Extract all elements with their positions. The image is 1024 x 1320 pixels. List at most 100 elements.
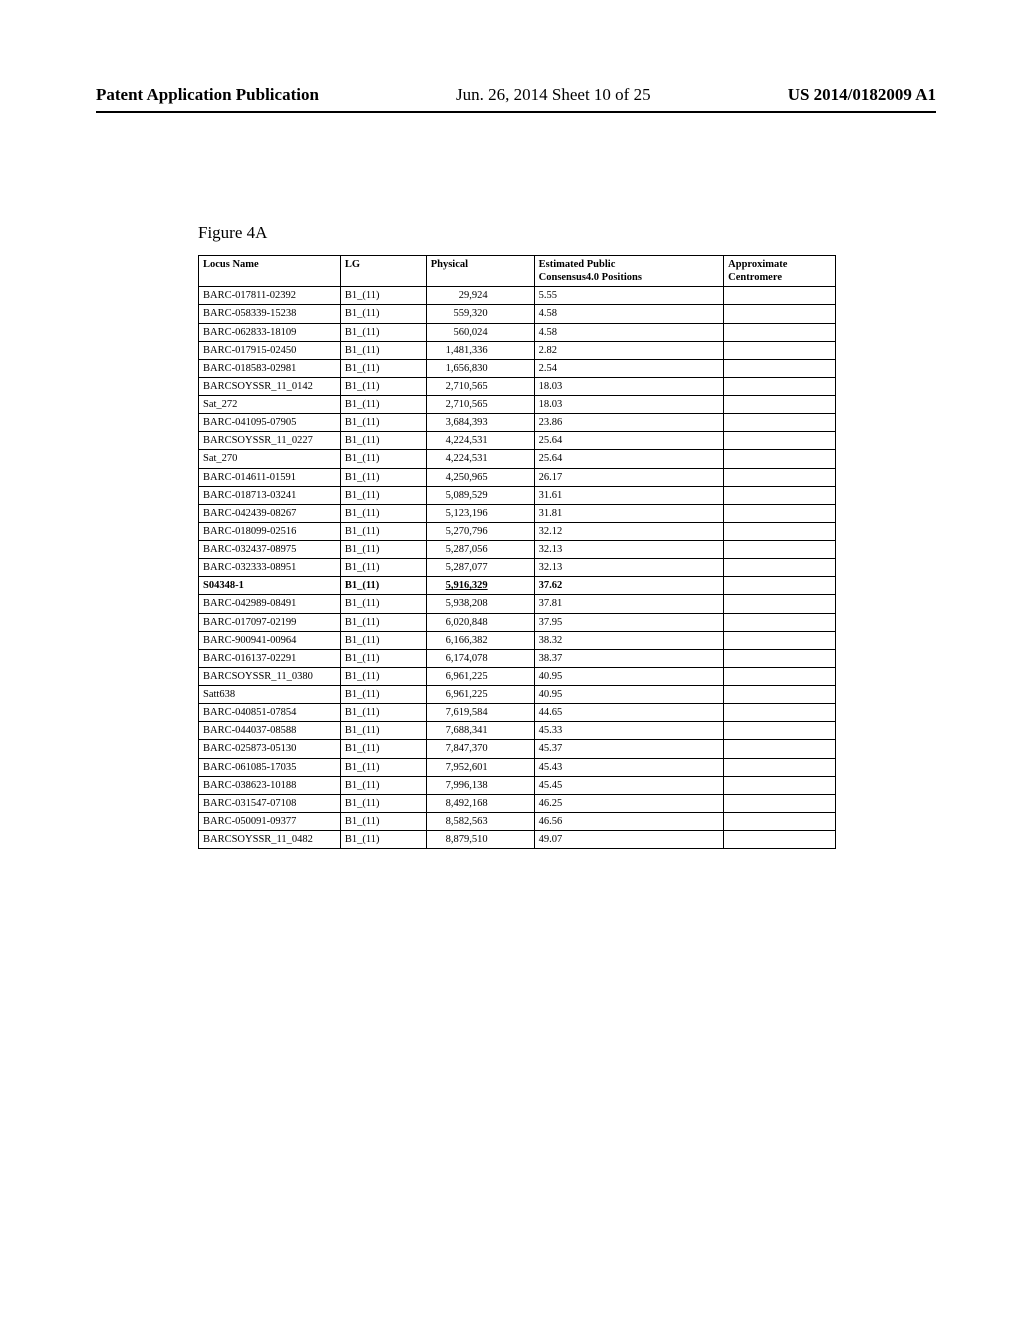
cell-physical: 5,089,529 (426, 486, 534, 504)
cell-locus: BARC-042439-08267 (199, 504, 341, 522)
cell-locus: BARC-032333-08951 (199, 559, 341, 577)
col-positions-l2: Consensus4.0 Positions (539, 271, 720, 284)
table-row: BARC-018583-02981B1_(11)1,656,8302.54 (199, 359, 836, 377)
cell-locus: BARC-041095-07905 (199, 414, 341, 432)
cell-locus: BARC-050091-09377 (199, 812, 341, 830)
header-mid: Jun. 26, 2014 Sheet 10 of 25 (456, 85, 651, 105)
cell-positions: 38.32 (534, 631, 724, 649)
cell-centromere (724, 686, 836, 704)
cell-physical: 7,688,341 (426, 722, 534, 740)
cell-positions: 32.12 (534, 522, 724, 540)
cell-locus: BARC-018713-03241 (199, 486, 341, 504)
cell-physical: 1,656,830 (426, 359, 534, 377)
cell-positions: 37.62 (534, 577, 724, 595)
table-row: BARC-042439-08267B1_(11)5,123,19631.81 (199, 504, 836, 522)
cell-physical: 5,938,208 (426, 595, 534, 613)
col-centromere: Approximate Centromere (724, 256, 836, 287)
cell-centromere (724, 812, 836, 830)
cell-lg: B1_(11) (340, 776, 426, 794)
cell-lg: B1_(11) (340, 831, 426, 849)
table-row: BARC-017915-02450B1_(11)1,481,3362.82 (199, 341, 836, 359)
cell-positions: 37.81 (534, 595, 724, 613)
cell-lg: B1_(11) (340, 722, 426, 740)
cell-positions: 45.33 (534, 722, 724, 740)
header-right: US 2014/0182009 A1 (788, 85, 936, 105)
cell-centromere (724, 541, 836, 559)
cell-centromere (724, 631, 836, 649)
cell-lg: B1_(11) (340, 541, 426, 559)
cell-physical: 6,961,225 (426, 667, 534, 685)
cell-lg: B1_(11) (340, 287, 426, 305)
cell-lg: B1_(11) (340, 414, 426, 432)
cell-physical: 8,582,563 (426, 812, 534, 830)
cell-locus: BARCSOYSSR_11_0142 (199, 377, 341, 395)
cell-locus: S04348-1 (199, 577, 341, 595)
table-row: BARC-017097-02199B1_(11)6,020,84837.95 (199, 613, 836, 631)
table-row: S04348-1B1_(11)5,916,32937.62 (199, 577, 836, 595)
cell-centromere (724, 613, 836, 631)
cell-lg: B1_(11) (340, 740, 426, 758)
cell-positions: 38.37 (534, 649, 724, 667)
cell-physical: 1,481,336 (426, 341, 534, 359)
table-row: BARCSOYSSR_11_0482B1_(11)8,879,51049.07 (199, 831, 836, 849)
table-row: BARCSOYSSR_11_0227B1_(11)4,224,53125.64 (199, 432, 836, 450)
cell-lg: B1_(11) (340, 468, 426, 486)
cell-physical: 5,287,077 (426, 559, 534, 577)
cell-lg: B1_(11) (340, 559, 426, 577)
table-row: Satt638B1_(11)6,961,22540.95 (199, 686, 836, 704)
cell-lg: B1_(11) (340, 631, 426, 649)
table-row: BARC-050091-09377B1_(11)8,582,56346.56 (199, 812, 836, 830)
cell-physical: 7,847,370 (426, 740, 534, 758)
cell-locus: BARC-040851-07854 (199, 704, 341, 722)
table-row: BARC-018099-02516B1_(11)5,270,79632.12 (199, 522, 836, 540)
cell-centromere (724, 414, 836, 432)
cell-centromere (724, 305, 836, 323)
cell-physical: 560,024 (426, 323, 534, 341)
cell-centromere (724, 432, 836, 450)
table-row: BARCSOYSSR_11_0142B1_(11)2,710,56518.03 (199, 377, 836, 395)
cell-physical: 2,710,565 (426, 377, 534, 395)
cell-centromere (724, 323, 836, 341)
cell-locus: BARC-062833-18109 (199, 323, 341, 341)
cell-positions: 31.81 (534, 504, 724, 522)
cell-locus: BARC-032437-08975 (199, 541, 341, 559)
col-centromere-l1: Approximate (728, 259, 787, 270)
col-locus: Locus Name (199, 256, 341, 287)
col-physical: Physical (426, 256, 534, 287)
table-row: BARC-040851-07854B1_(11)7,619,58444.65 (199, 704, 836, 722)
cell-centromere (724, 287, 836, 305)
col-lg: LG (340, 256, 426, 287)
cell-lg: B1_(11) (340, 486, 426, 504)
figure-label: Figure 4A (198, 223, 267, 243)
cell-positions: 4.58 (534, 323, 724, 341)
cell-physical: 4,224,531 (426, 450, 534, 468)
cell-lg: B1_(11) (340, 649, 426, 667)
table-row: BARC-032437-08975B1_(11)5,287,05632.13 (199, 541, 836, 559)
cell-lg: B1_(11) (340, 577, 426, 595)
cell-positions: 25.64 (534, 432, 724, 450)
cell-locus: BARC-014611-01591 (199, 468, 341, 486)
cell-lg: B1_(11) (340, 377, 426, 395)
cell-lg: B1_(11) (340, 450, 426, 468)
table-row: BARC-017811-02392B1_(11)29,9245.55 (199, 287, 836, 305)
cell-centromere (724, 667, 836, 685)
cell-locus: BARC-018099-02516 (199, 522, 341, 540)
cell-positions: 2.54 (534, 359, 724, 377)
cell-lg: B1_(11) (340, 667, 426, 685)
cell-lg: B1_(11) (340, 522, 426, 540)
cell-locus: Satt638 (199, 686, 341, 704)
table-row: Sat_272B1_(11)2,710,56518.03 (199, 396, 836, 414)
cell-centromere (724, 758, 836, 776)
cell-locus: BARC-044037-08588 (199, 722, 341, 740)
cell-lg: B1_(11) (340, 686, 426, 704)
cell-locus: BARC-061085-17035 (199, 758, 341, 776)
cell-locus: Sat_272 (199, 396, 341, 414)
cell-lg: B1_(11) (340, 613, 426, 631)
cell-positions: 40.95 (534, 667, 724, 685)
cell-locus: BARC-018583-02981 (199, 359, 341, 377)
cell-centromere (724, 486, 836, 504)
table-row: BARC-061085-17035B1_(11)7,952,60145.43 (199, 758, 836, 776)
cell-lg: B1_(11) (340, 595, 426, 613)
cell-centromere (724, 794, 836, 812)
cell-locus: BARC-017915-02450 (199, 341, 341, 359)
